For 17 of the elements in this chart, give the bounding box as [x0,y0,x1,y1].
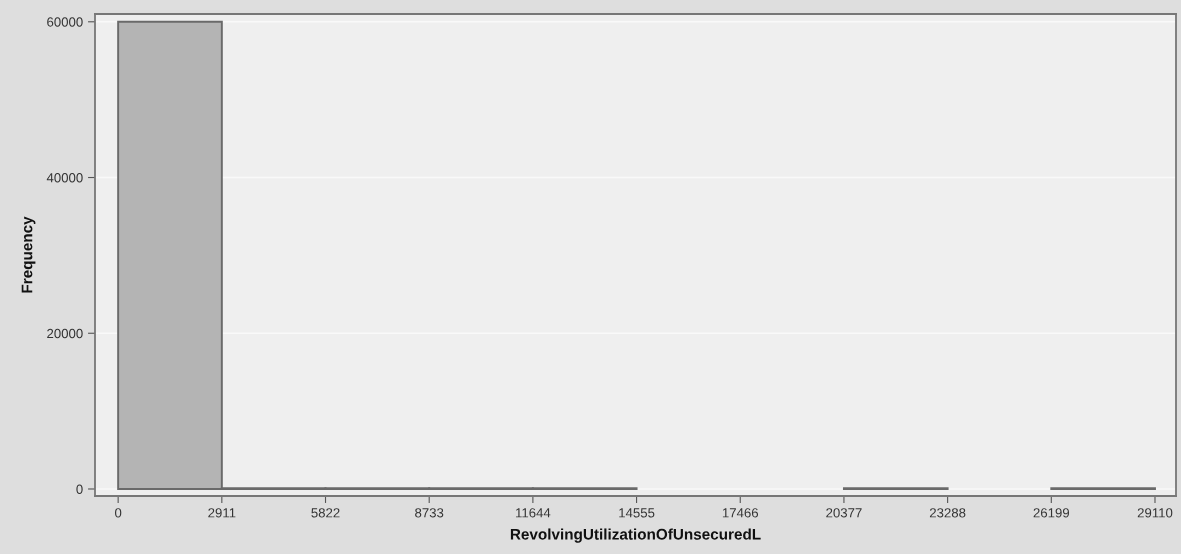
x-tick-label: 11644 [516,508,551,518]
y-tick-label: 20000 [47,328,83,339]
y-tick-label: 40000 [46,173,83,183]
x-tick-label: 17466 [722,508,759,518]
x-tick-label: 20377 [826,508,862,518]
x-tick-label: 5822 [311,508,340,518]
y-tick-label: 60000 [47,17,83,27]
x-tick-label: 8733 [415,508,444,518]
x-tick-label: 29110 [1137,508,1173,518]
y-tick-label: 0 [76,484,83,494]
x-tick-label: 26199 [1033,508,1070,518]
x-tick-label: 2911 [208,508,236,518]
x-axis-title: RevolvingUtilizationOfUnsecuredL [510,528,761,543]
x-tick-label: 23288 [929,508,966,518]
x-tick-label: 0 [115,508,122,518]
y-axis-title: Frequency [21,216,36,293]
x-tick-label: 14555 [619,508,655,518]
